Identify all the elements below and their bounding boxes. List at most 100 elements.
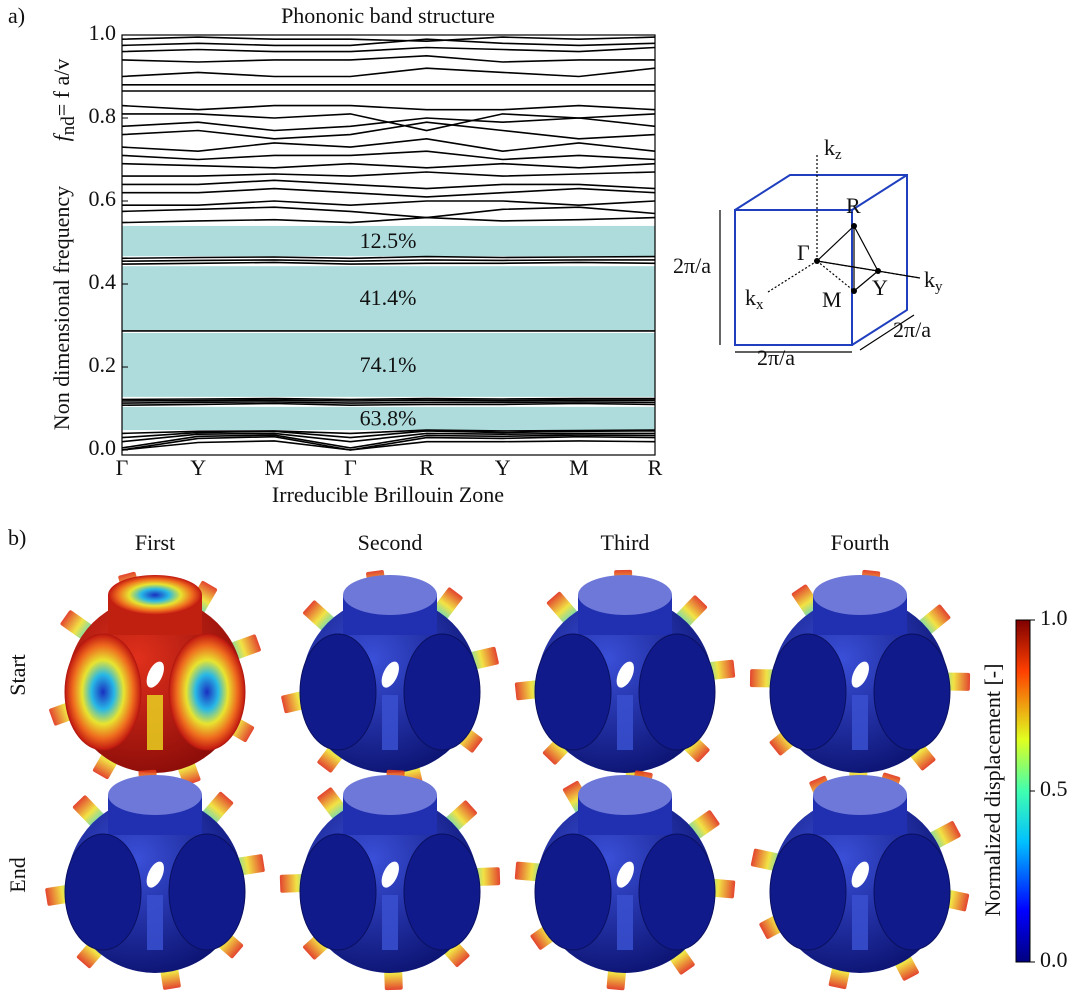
x-tick-label: Y bbox=[495, 455, 511, 480]
gap-label: 41.4% bbox=[360, 285, 417, 310]
axis-label: kz bbox=[824, 135, 842, 163]
dimension-label: 2π/a bbox=[757, 345, 795, 370]
side-disk bbox=[770, 834, 846, 950]
y-axis-label: Non dimensional frequency bbox=[49, 186, 74, 430]
y-tick-label: 0.8 bbox=[89, 103, 117, 128]
gap-label: 12.5% bbox=[360, 228, 417, 253]
cylinder-top bbox=[343, 775, 437, 815]
side-disk bbox=[404, 834, 480, 950]
column-label: Second bbox=[358, 530, 423, 555]
side-disk bbox=[65, 834, 141, 950]
side-disk bbox=[770, 634, 846, 750]
mode-image bbox=[515, 570, 736, 790]
center-strut bbox=[852, 895, 868, 950]
column-label: Fourth bbox=[831, 530, 890, 555]
band-line bbox=[122, 180, 655, 188]
x-tick-label: M bbox=[569, 455, 589, 480]
center-strut bbox=[617, 695, 633, 750]
dimension-label: 2π/a bbox=[893, 317, 931, 342]
axis-sub: x bbox=[756, 297, 764, 313]
mode-image bbox=[750, 570, 970, 790]
side-disk bbox=[404, 634, 480, 750]
axis-base: k bbox=[745, 285, 756, 310]
formula-sub: nd bbox=[58, 116, 79, 136]
center-strut bbox=[382, 695, 398, 750]
mode-image bbox=[515, 770, 736, 990]
axis-sub: z bbox=[835, 147, 842, 163]
band-line bbox=[122, 68, 655, 76]
band-line bbox=[122, 218, 655, 223]
band-line bbox=[122, 122, 655, 139]
side-disk bbox=[535, 634, 611, 750]
band-line bbox=[122, 139, 655, 151]
point bbox=[875, 268, 881, 274]
cylinder-top bbox=[343, 575, 437, 615]
band-line bbox=[122, 262, 655, 264]
center-strut bbox=[147, 895, 163, 950]
center-strut bbox=[382, 895, 398, 950]
side-disk bbox=[535, 834, 611, 950]
brillouin-diagram: kz ky kx R Γ Y M 2π/a 2π/a 2π/a bbox=[673, 135, 943, 370]
mode-image bbox=[751, 772, 970, 989]
band-line bbox=[122, 207, 655, 217]
column-label: Third bbox=[601, 530, 650, 555]
y-axis-formula: fnd= f a/v bbox=[49, 59, 79, 142]
band-line bbox=[122, 151, 655, 159]
cylinder-top bbox=[578, 575, 672, 615]
x-tick-label: Y bbox=[190, 455, 206, 480]
point-label: M bbox=[822, 287, 842, 312]
point-label: R bbox=[846, 193, 861, 218]
point-label: Γ bbox=[797, 240, 810, 265]
cylinder-top bbox=[108, 775, 202, 815]
gap-label: 74.1% bbox=[360, 352, 417, 377]
center-strut bbox=[147, 695, 163, 750]
mode-image bbox=[45, 770, 265, 990]
kx-axis bbox=[768, 261, 817, 292]
axis-base: k bbox=[924, 267, 935, 292]
side-disk bbox=[639, 634, 715, 750]
path-line bbox=[817, 261, 878, 271]
dimension-label: 2π/a bbox=[673, 253, 711, 278]
band-line bbox=[122, 257, 655, 259]
colorbar-ticks: 1.0 0.5 0.0 bbox=[1030, 605, 1068, 972]
cube-front bbox=[735, 210, 852, 345]
cylinder-top bbox=[813, 575, 907, 615]
colorbar-label: Normalized displacement [-] bbox=[980, 664, 1005, 917]
x-tick-label: Γ bbox=[344, 455, 357, 480]
center-strut bbox=[852, 695, 868, 750]
colorbar-tick-label: 0.5 bbox=[1040, 776, 1068, 801]
colorbar bbox=[1016, 620, 1030, 962]
band-line bbox=[122, 260, 655, 261]
axis-label: ky bbox=[924, 267, 943, 295]
point bbox=[851, 288, 857, 294]
x-tick-label: R bbox=[648, 455, 663, 480]
side-disk bbox=[65, 634, 141, 750]
band-line bbox=[122, 189, 655, 197]
cylinder-top bbox=[578, 775, 672, 815]
x-axis-label: Irreducible Brillouin Zone bbox=[272, 482, 504, 507]
mode-image bbox=[49, 571, 262, 786]
side-disk bbox=[639, 834, 715, 950]
axis-label: kx bbox=[745, 285, 764, 313]
colorbar-tick-label: 1.0 bbox=[1040, 605, 1068, 630]
band-line bbox=[122, 106, 655, 110]
path-line bbox=[854, 226, 878, 271]
point bbox=[814, 258, 820, 264]
side-disk bbox=[169, 634, 245, 750]
path-line bbox=[817, 226, 854, 261]
panel-label: b) bbox=[8, 525, 26, 550]
cube-back bbox=[735, 175, 907, 345]
center-strut bbox=[617, 895, 633, 950]
y-tick-label: 1.0 bbox=[89, 20, 117, 45]
band-line bbox=[122, 37, 655, 41]
band-line bbox=[122, 56, 655, 62]
row-label: End bbox=[5, 857, 30, 892]
point-label: Y bbox=[872, 275, 888, 300]
colorbar-tick-label: 0.0 bbox=[1040, 947, 1068, 972]
band-line bbox=[122, 437, 655, 450]
figure: a) Phononic band structure Irreducible B… bbox=[0, 0, 1079, 999]
x-tick-label: R bbox=[419, 455, 434, 480]
formula-rest: = f a/v bbox=[49, 59, 74, 117]
cylinder-top bbox=[108, 575, 202, 615]
